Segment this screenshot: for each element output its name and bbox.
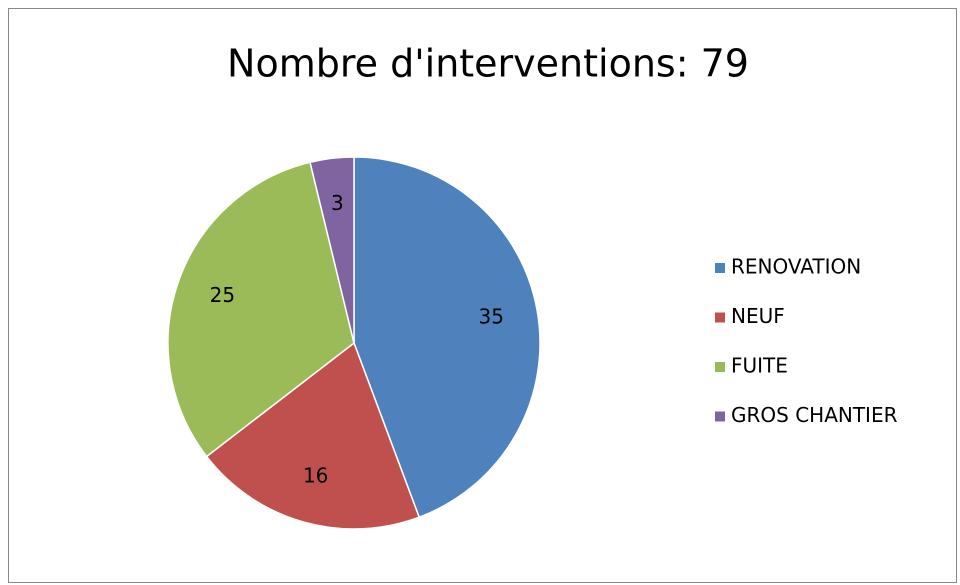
chart-title: Nombre d'interventions: 79 <box>227 42 749 86</box>
legend-label: NEUF <box>731 304 785 328</box>
legend-swatch <box>715 362 725 372</box>
pie-slice <box>353 156 541 519</box>
data-label: 25 <box>210 283 235 307</box>
legend-label: FUITE <box>731 354 788 378</box>
legend-label: RENOVATION <box>731 255 861 279</box>
data-label: 3 <box>331 191 344 215</box>
legend-swatch <box>715 411 725 422</box>
pie-slice <box>167 161 355 458</box>
pie-slice <box>309 156 355 344</box>
legend-swatch <box>715 312 725 323</box>
legend-swatch <box>715 263 725 273</box>
data-label: 16 <box>303 464 328 488</box>
legend-label: GROS CHANTIER <box>731 403 898 427</box>
pie-slice <box>205 341 421 530</box>
data-label: 35 <box>479 305 504 329</box>
